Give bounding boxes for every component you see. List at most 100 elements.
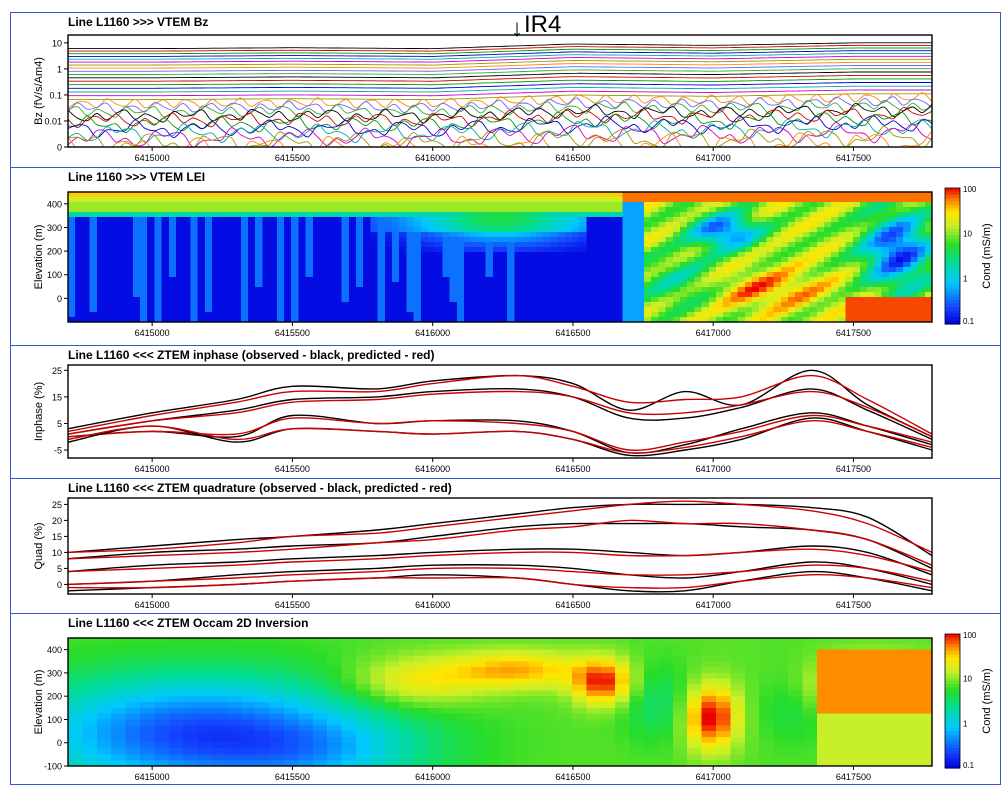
heatmap-cell — [550, 312, 559, 318]
heatmap-cell — [197, 317, 206, 323]
heatmap-cell — [384, 317, 393, 323]
heatmap-cell — [557, 754, 573, 761]
heatmap-cell — [132, 217, 141, 223]
heatmap-cell — [831, 707, 847, 715]
heatmap-cell — [197, 247, 206, 253]
heatmap-cell — [672, 282, 681, 288]
heatmap-cell — [514, 696, 530, 703]
heatmap-cell — [428, 312, 436, 318]
heatmap-cell — [125, 287, 134, 293]
heatmap-cell — [240, 257, 249, 263]
heatmap-cell — [759, 667, 775, 674]
heatmap-cell — [550, 252, 559, 258]
heatmap-cell — [420, 222, 429, 228]
heatmap-cell — [190, 292, 199, 298]
heatmap-cell — [680, 297, 688, 303]
heatmap-cell — [183, 649, 199, 657]
heatmap-cell — [212, 202, 220, 208]
heatmap-cell — [298, 719, 314, 726]
heatmap-cell — [348, 307, 357, 313]
heatmap-cell — [708, 297, 717, 303]
heatmap-cell — [89, 292, 98, 298]
heatmap-cell — [701, 267, 710, 273]
heatmap-cell — [140, 302, 148, 308]
heatmap-cell — [802, 207, 811, 213]
heatmap-cell — [154, 287, 163, 293]
heatmap-cell — [600, 247, 609, 253]
heatmap-cell — [284, 754, 299, 761]
y-axis-label: Elevation (m) — [33, 225, 45, 290]
y-tick-label: 100 — [47, 715, 62, 725]
heatmap-cell — [284, 643, 299, 651]
heatmap-cell — [802, 287, 811, 293]
heatmap-cell — [665, 242, 674, 248]
heatmap-cell — [140, 748, 155, 755]
heatmap-cell — [600, 702, 616, 709]
heatmap-cell — [687, 748, 703, 755]
heatmap-cell — [154, 252, 163, 258]
heatmap-cell — [399, 282, 407, 288]
heatmap-cell — [140, 684, 155, 691]
heatmap-cell — [320, 202, 328, 208]
heatmap-cell — [320, 302, 328, 308]
heatmap-cell — [384, 312, 393, 318]
heatmap-cell — [212, 678, 227, 686]
heatmap-cell — [147, 237, 155, 243]
heatmap-cell — [500, 748, 515, 755]
heatmap-cell — [147, 217, 155, 223]
heatmap-cell — [680, 312, 688, 318]
heatmap-cell — [125, 317, 134, 323]
heatmap-cell — [204, 277, 213, 283]
heatmap-cell — [644, 638, 659, 645]
heatmap-cell — [226, 197, 235, 203]
heatmap-cell — [219, 307, 227, 313]
heatmap-cell — [636, 307, 645, 313]
heatmap-cell — [773, 277, 782, 283]
x-tick-label: 6415500 — [275, 153, 310, 163]
heatmap-cell — [629, 690, 645, 697]
heatmap-cell — [665, 222, 674, 228]
colorbar-step — [945, 228, 960, 233]
heatmap-cell — [140, 252, 148, 258]
heatmap-cell — [924, 227, 933, 233]
heatmap-cell — [226, 282, 235, 288]
heatmap-cell — [737, 282, 746, 288]
heatmap-cell — [471, 282, 479, 288]
heatmap-cell — [572, 719, 587, 726]
heatmap-cell — [881, 212, 890, 218]
heatmap-cell — [672, 731, 688, 738]
heatmap-cell — [658, 643, 674, 651]
heatmap-cell — [536, 237, 544, 243]
heatmap-cell — [852, 277, 861, 283]
heatmap-cell — [514, 202, 523, 208]
heatmap-cell — [334, 207, 343, 213]
heatmap-cell — [240, 748, 256, 755]
heatmap-cell — [68, 232, 76, 238]
heatmap-cell — [312, 292, 321, 298]
heatmap-cell — [363, 252, 371, 258]
heatmap-cell — [910, 217, 919, 223]
heatmap-cell — [428, 292, 436, 298]
heatmap-cell — [248, 192, 256, 198]
heatmap-cell — [622, 222, 631, 228]
heatmap-cell — [874, 760, 890, 767]
heatmap-cell — [82, 678, 98, 686]
heatmap-cell — [75, 197, 83, 203]
heatmap-cell — [910, 202, 919, 208]
heatmap-cell — [528, 643, 544, 651]
heatmap-cell — [903, 252, 911, 258]
heatmap-cell — [874, 232, 883, 238]
heatmap-cell — [485, 317, 494, 323]
heatmap-cell — [536, 312, 544, 318]
heatmap-cell — [492, 262, 501, 268]
heatmap-cell — [183, 222, 191, 228]
heatmap-cell — [154, 247, 163, 253]
colorbar-step — [945, 714, 960, 719]
heatmap-cell — [924, 287, 933, 293]
heatmap-cell — [212, 719, 227, 726]
heatmap-cell — [622, 282, 631, 288]
heatmap-cell — [867, 202, 875, 208]
heatmap-cell — [874, 643, 890, 651]
heatmap-cell — [226, 272, 235, 278]
heatmap-cell — [543, 754, 559, 761]
